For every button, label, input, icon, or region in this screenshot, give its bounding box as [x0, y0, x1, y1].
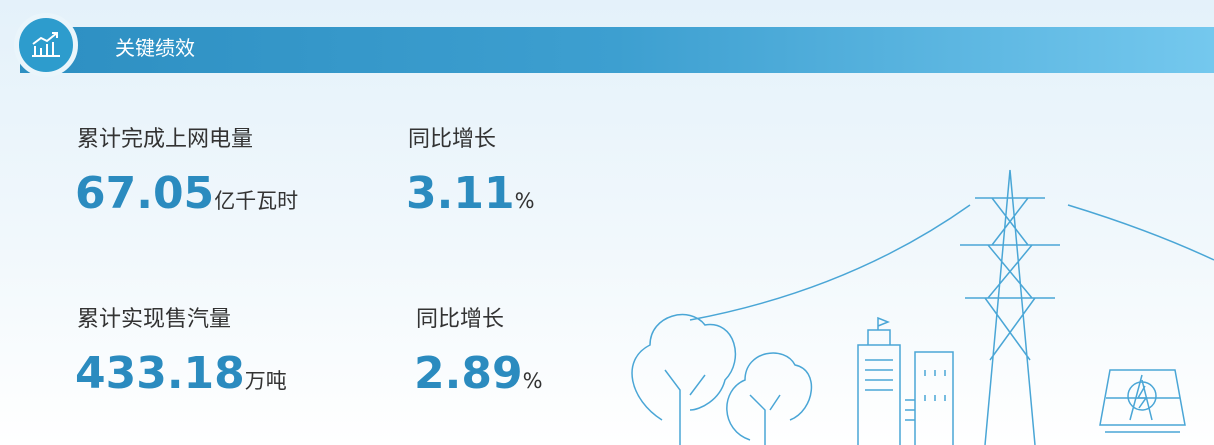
value: 67.05 [75, 168, 215, 219]
header-icon [14, 13, 78, 77]
growth-label: 同比增长 [416, 307, 505, 332]
value: 3.11 [406, 168, 515, 219]
metric-label: 累计完成上网电量 [77, 127, 254, 152]
growth-label: 同比增长 [408, 127, 497, 152]
chart-icon [32, 32, 60, 57]
value: 2.89 [414, 348, 523, 399]
unit: 亿千瓦时 [214, 189, 299, 213]
header-title: 关键绩效 [115, 36, 195, 60]
header-bar [20, 27, 1214, 73]
unit: % [522, 369, 543, 393]
unit: % [514, 189, 535, 213]
growth-value: 3.11% [406, 167, 535, 228]
metric-value: 433.18万吨 [75, 347, 287, 408]
metric-label: 累计实现售汽量 [77, 307, 232, 332]
value: 433.18 [75, 348, 245, 399]
metric-value: 67.05亿千瓦时 [75, 167, 298, 228]
unit: 万吨 [244, 369, 287, 393]
growth-value: 2.89% [414, 347, 543, 408]
